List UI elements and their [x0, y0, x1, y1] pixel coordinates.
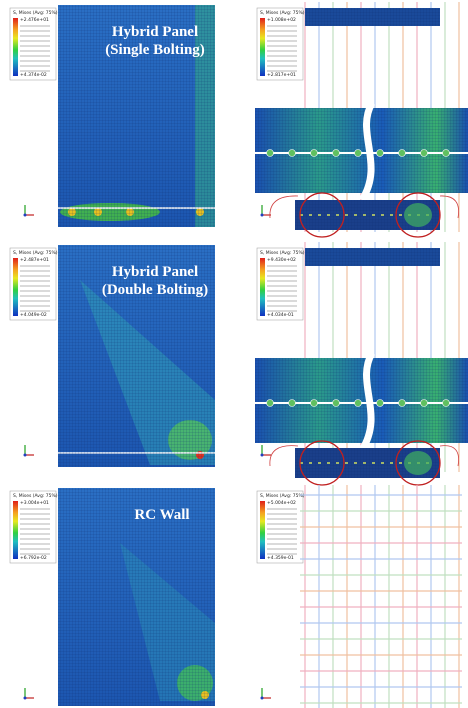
detail-hot	[404, 203, 432, 227]
legend-min: +4.049e-02	[20, 312, 47, 318]
callout	[270, 196, 298, 218]
legend-min: +4.374e-02	[20, 72, 47, 78]
axis-z	[261, 454, 264, 457]
legend-colors	[13, 501, 18, 559]
panel-row: S, Mises (Avg: 75%)+2.476e+01+4.374e-02H…	[10, 2, 468, 237]
legend-min: +6.792e-02	[20, 555, 47, 561]
legend-header: S, Mises (Avg: 75%)	[13, 10, 58, 16]
top-strip-mesh	[305, 8, 440, 26]
bolt	[443, 150, 450, 157]
bolt	[311, 150, 318, 157]
bolt	[377, 400, 384, 407]
legend-min: +4.034e-01	[267, 312, 294, 318]
figure: S, Mises (Avg: 75%)+2.476e+01+4.374e-02H…	[0, 0, 468, 708]
rows: S, Mises (Avg: 75%)+2.476e+01+4.374e-02H…	[10, 2, 468, 708]
legend-colors	[260, 18, 265, 76]
bolt	[289, 150, 296, 157]
legend-header: S, Mises (Avg: 75%)	[13, 250, 58, 256]
callout	[440, 196, 459, 218]
bolt	[355, 400, 362, 407]
bolt	[399, 150, 406, 157]
bolt	[399, 400, 406, 407]
bolt	[267, 150, 274, 157]
legend-max: +2.476e+01	[20, 17, 49, 23]
legend-max: +1.008e+02	[267, 17, 296, 23]
axis-z	[261, 214, 264, 217]
callout	[440, 446, 459, 466]
callout	[270, 446, 298, 466]
legend-colors	[260, 501, 265, 559]
bolt	[355, 150, 362, 157]
legend-max: +9.430e+02	[267, 257, 296, 263]
axis-z	[24, 214, 27, 217]
panel-subtitle: (Single Bolting)	[105, 42, 205, 58]
panel-title: Hybrid Panel	[112, 24, 198, 40]
legend-max: +5.004e+02	[267, 500, 296, 506]
legend-header: S, Mises (Avg: 75%)	[13, 493, 58, 499]
panel-title: RC Wall	[134, 507, 189, 523]
bolt	[421, 150, 428, 157]
panel-title: Hybrid Panel	[112, 264, 198, 280]
top-strip-mesh	[305, 248, 440, 266]
legend-max: +3.004e+01	[20, 500, 49, 506]
legend-min: +4.359e-01	[267, 555, 294, 561]
bolt	[311, 400, 318, 407]
axis-z	[261, 697, 264, 700]
axis-z	[24, 697, 27, 700]
bolt	[267, 400, 274, 407]
legend-colors	[260, 258, 265, 316]
legend-colors	[13, 18, 18, 76]
bolt	[289, 400, 296, 407]
legend-max: +2.487e+01	[20, 257, 49, 263]
panel-subtitle: (Double Bolting)	[102, 282, 208, 298]
legend-header: S, Mises (Avg: 75%)	[260, 493, 305, 499]
panel-row: S, Mises (Avg: 75%)+2.487e+01+4.049e-02H…	[10, 242, 468, 485]
legend-min: +2.817e+01	[267, 72, 296, 78]
plate-mesh	[255, 108, 468, 193]
bolt	[377, 150, 384, 157]
legend-header: S, Mises (Avg: 75%)	[260, 250, 305, 256]
bolt	[421, 400, 428, 407]
bolt	[333, 400, 340, 407]
panel-row: S, Mises (Avg: 75%)+3.004e+01+6.792e-02R…	[10, 485, 462, 708]
detail-hot	[404, 451, 432, 475]
plate-mesh	[255, 358, 468, 443]
bolt	[443, 400, 450, 407]
bolt	[333, 150, 340, 157]
legend-colors	[13, 258, 18, 316]
axis-z	[24, 454, 27, 457]
legend-header: S, Mises (Avg: 75%)	[260, 10, 305, 16]
